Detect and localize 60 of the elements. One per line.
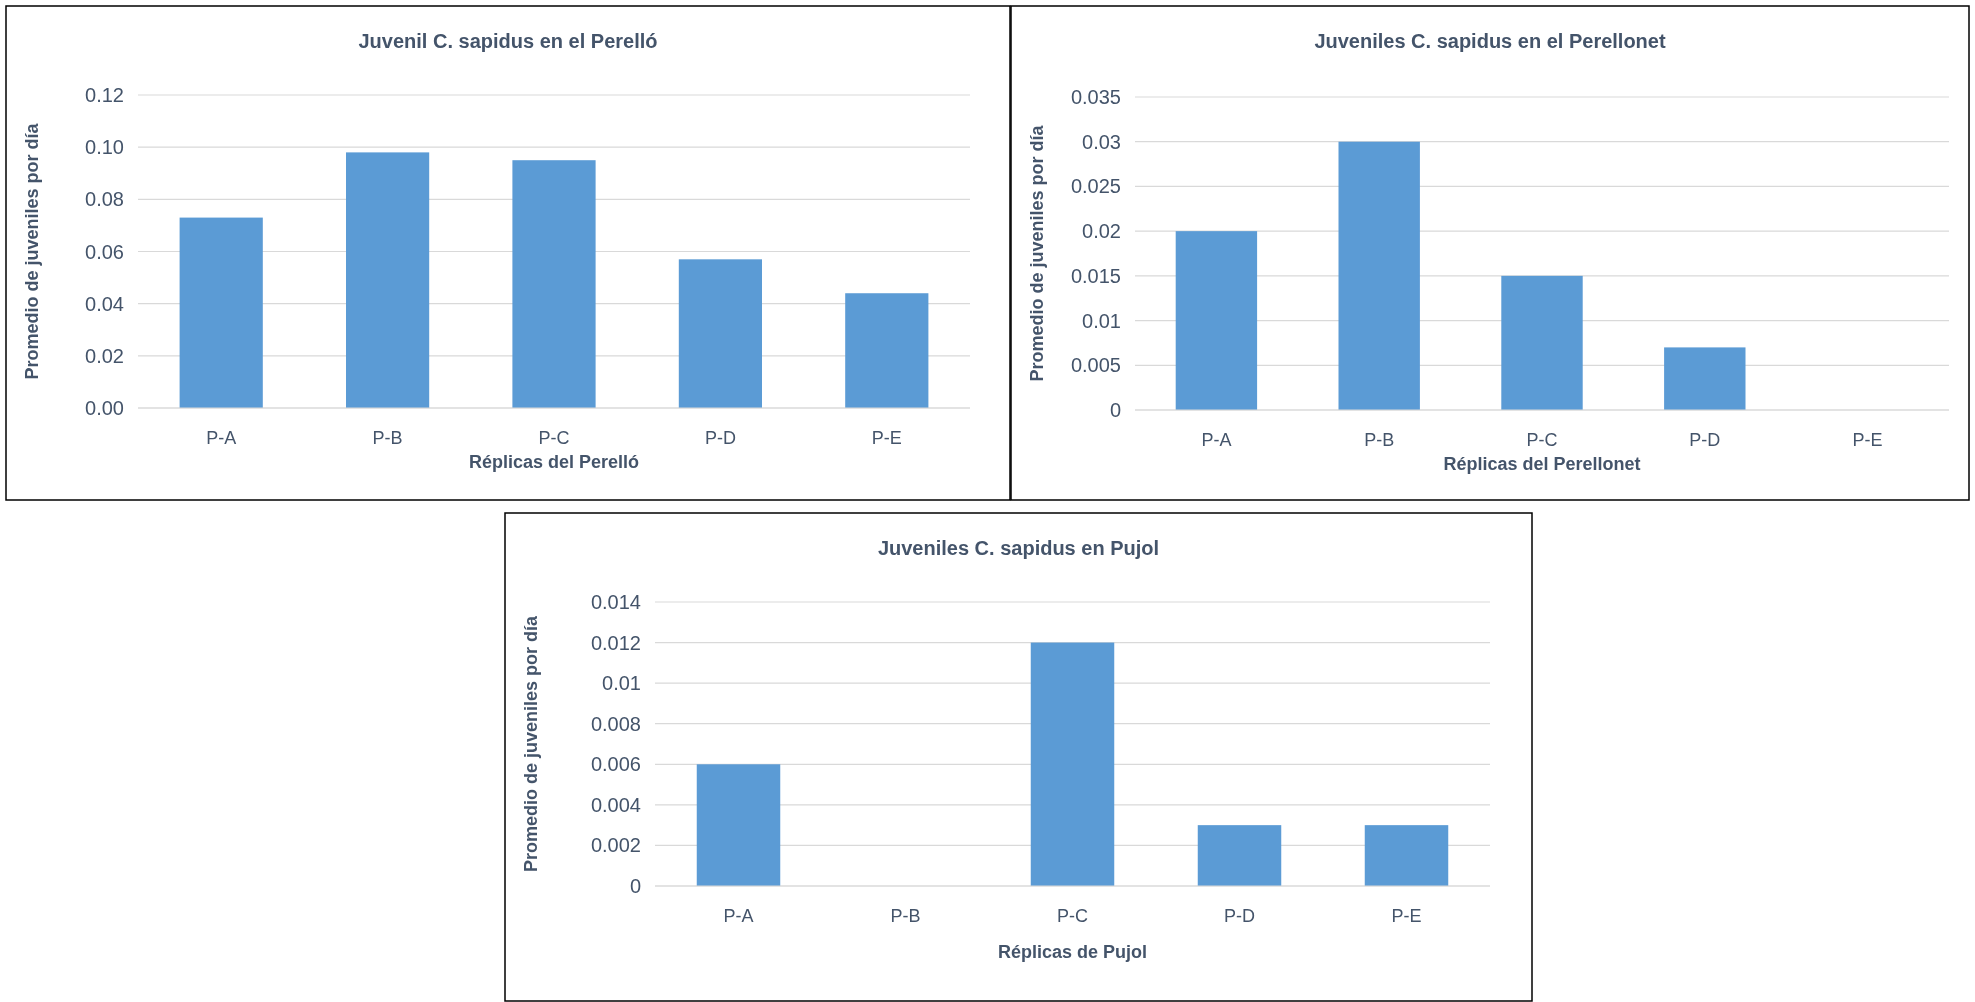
chart-title: Juveniles C. sapidus en el Perellonet [1314,30,1666,52]
y-tick-label: 0.12 [85,84,124,106]
bar [346,152,430,408]
bar [678,259,762,408]
y-tick-label: 0.006 [590,753,641,776]
x-tick-label: P-C [538,428,570,448]
x-tick-label: P-A [723,906,754,926]
y-tick-label: 0.01 [602,672,641,695]
y-tick-label: 0.014 [590,591,641,613]
bar [1364,825,1449,886]
y-axis-title: Promedio de juveniles por día [22,122,42,380]
y-tick-label: 0.008 [590,712,641,735]
y-tick-label: 0.025 [1070,175,1121,198]
y-tick-label: 0.02 [85,344,124,367]
y-axis-title: Promedio de juveniles por día [1027,124,1047,382]
bar [179,217,263,408]
bar [1501,275,1583,410]
x-tick-label: P-D [1689,430,1721,450]
y-tick-label: 0.005 [1070,354,1121,377]
chart-title: Juveniles C. sapidus en Pujol [877,537,1160,559]
y-axis-title: Promedio de juveniles por día [521,614,541,873]
y-tick-label: 0.04 [85,292,124,315]
x-tick-label: P-B [372,428,403,448]
bar [1664,347,1746,410]
x-tick-label: P-D [1224,906,1255,926]
y-tick-label: 0.00 [85,397,124,419]
bar [1197,825,1282,886]
y-tick-label: 0 [1109,399,1121,421]
chart-title: Juvenil C. sapidus en el Perelló [358,30,658,52]
x-axis-title: Réplicas de Pujol [997,942,1148,962]
x-tick-label: P-E [1391,906,1422,926]
x-tick-label: P-C [1526,430,1558,450]
bar [845,293,929,408]
y-tick-label: 0.06 [85,240,124,263]
y-tick-label: 0 [629,875,641,897]
x-tick-label: P-A [1201,430,1232,450]
y-tick-label: 0.08 [85,188,124,211]
x-tick-label: P-B [890,906,921,926]
y-tick-label: 0.10 [85,136,124,159]
bar [1030,642,1115,886]
x-tick-label: P-B [1364,430,1395,450]
bar [512,160,596,408]
y-tick-label: 0.002 [590,834,641,857]
x-axis-title: Réplicas del Perellonet [1443,454,1641,474]
bar [696,764,781,886]
y-tick-label: 0.015 [1070,264,1121,287]
bar [1338,141,1420,410]
y-tick-label: 0.004 [590,793,641,816]
x-tick-label: P-C [1057,906,1088,926]
y-tick-label: 0.035 [1070,86,1121,108]
x-tick-label: P-E [1852,430,1883,450]
x-tick-label: P-A [206,428,237,448]
y-tick-label: 0.012 [590,631,641,654]
x-tick-label: P-E [871,428,902,448]
y-tick-label: 0.01 [1082,309,1121,332]
x-tick-label: P-D [704,428,736,448]
bar [1175,231,1258,410]
y-tick-label: 0.03 [1082,130,1121,153]
x-axis-title: Réplicas del Perelló [468,452,640,472]
y-tick-label: 0.02 [1082,220,1121,243]
